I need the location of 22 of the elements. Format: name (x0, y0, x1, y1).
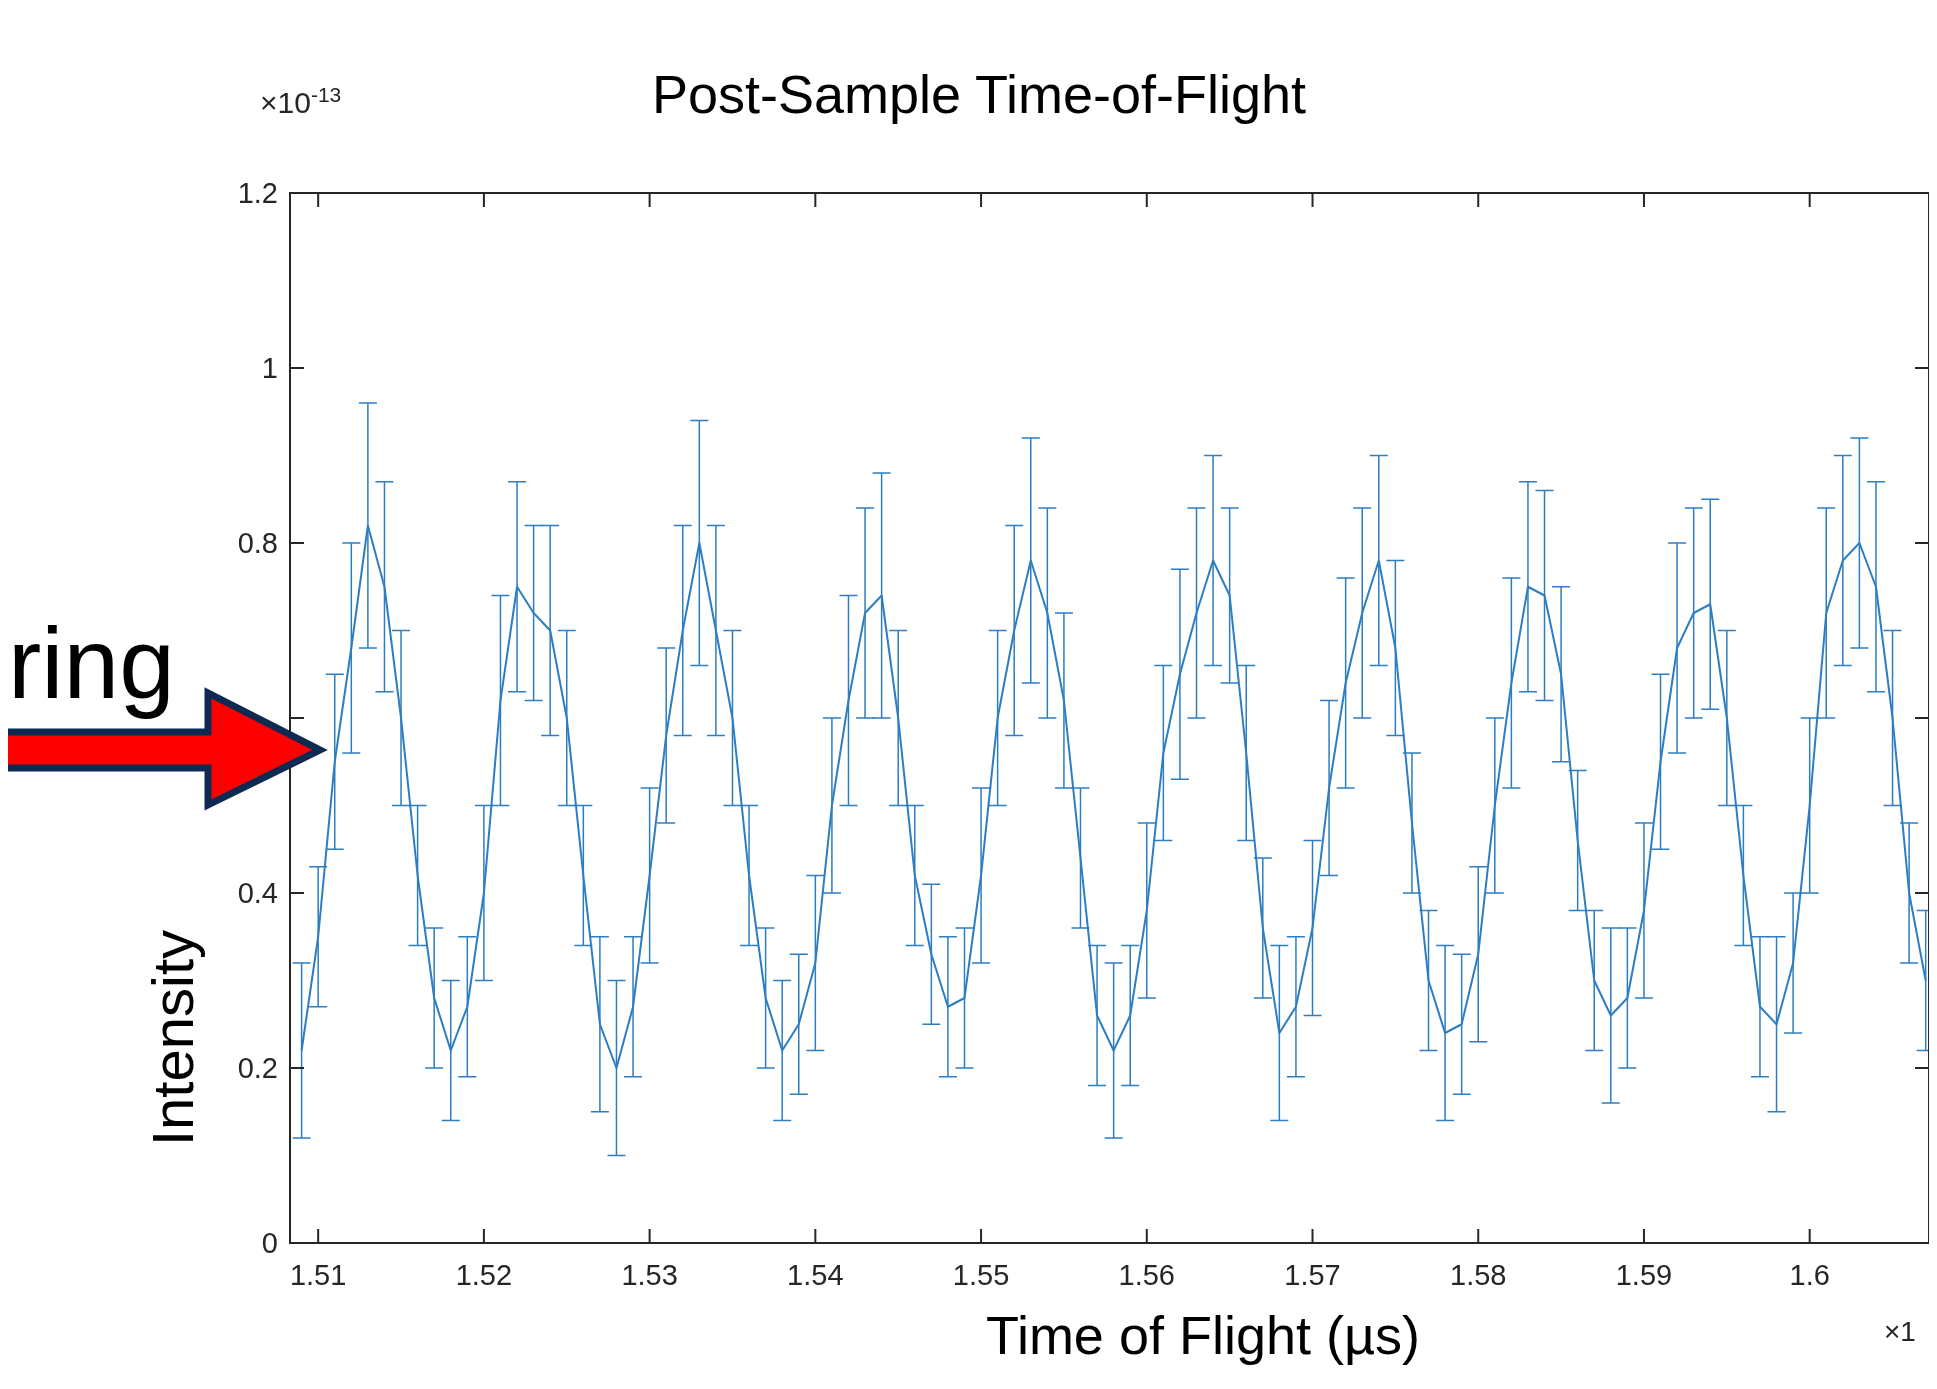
x-tick-label: 1.51 (289, 1259, 347, 1291)
x-tick-label: 1.6 (1789, 1259, 1830, 1291)
y-tick-label: 1 (261, 352, 278, 385)
text: ×1 (1884, 1316, 1916, 1347)
x-tick-label: 1.55 (952, 1259, 1010, 1291)
y-tick-label: 1.2 (237, 177, 278, 210)
x-tick-label: 1.54 (787, 1259, 844, 1291)
y-tick-label: 0 (261, 1227, 278, 1260)
x-tick-label: 1.56 (1118, 1259, 1176, 1291)
y-tick-label: 0.4 (237, 877, 278, 910)
x-tick-label: 1.53 (621, 1259, 678, 1291)
y-tick-label: 0.2 (237, 1052, 278, 1085)
text: ×10$^{-13}$ (260, 82, 342, 119)
x-tick-label: 1.59 (1615, 1259, 1673, 1291)
x-tick-label: 1.58 (1450, 1259, 1507, 1291)
chart-title: Post-Sample Time-of-Flight (651, 64, 1307, 124)
x-tick-label: 1.52 (455, 1259, 513, 1291)
y-axis-title: Intensity (140, 930, 205, 1146)
y-tick-label: 0.8 (237, 527, 278, 560)
text: ring (8, 607, 175, 719)
x-axis-title: Time of Flight (µs) (985, 1305, 1421, 1365)
x-tick-label: 1.57 (1284, 1259, 1341, 1291)
